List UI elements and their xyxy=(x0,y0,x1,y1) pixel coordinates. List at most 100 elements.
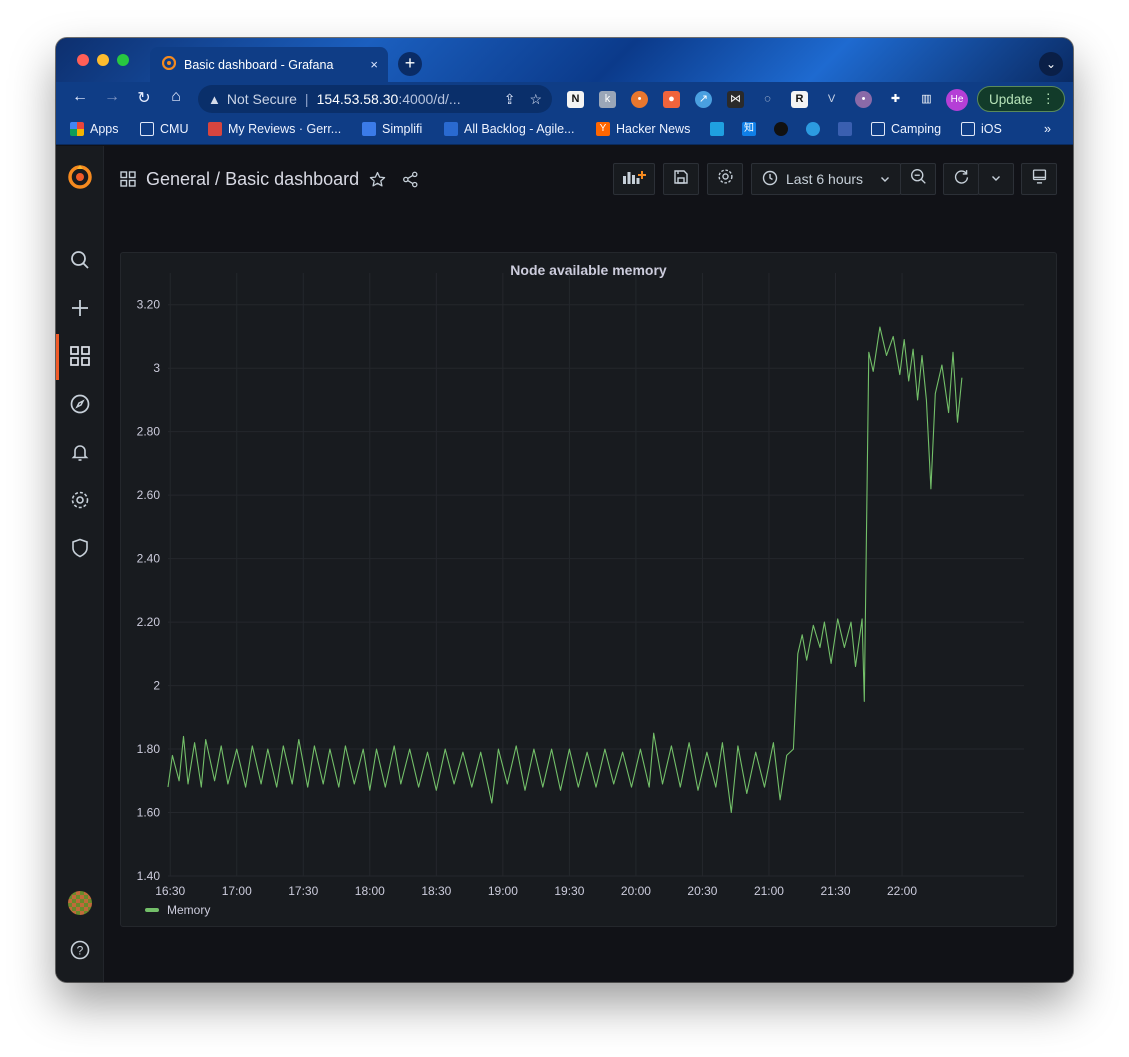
home-icon[interactable]: ⌂ xyxy=(171,88,181,105)
minimize-window-button[interactable] xyxy=(97,54,109,66)
bookmark-backlog[interactable]: All Backlog - Agile... xyxy=(444,122,574,136)
timeseries-chart[interactable]: 1.40 1.60 1.80 2 2.20 2.40 2.60 2.80 3 3.20 16:30 1… xyxy=(121,253,1058,928)
save-icon xyxy=(673,169,689,190)
extension-icon[interactable]: ⋈ xyxy=(727,91,744,108)
extension-icon[interactable]: ↗ xyxy=(695,91,712,108)
refresh-interval-dropdown[interactable] xyxy=(978,163,1014,195)
x-tick-label: 19:30 xyxy=(554,884,584,898)
server-admin-shield-icon[interactable] xyxy=(68,536,92,560)
x-tick-label: 20:30 xyxy=(687,884,717,898)
y-tick-label: 2.60 xyxy=(137,488,161,502)
sync-extension-icon[interactable]: ◌ xyxy=(764,93,771,105)
back-arrow-icon[interactable]: ← xyxy=(72,88,88,105)
tab-title: Basic dashboard - Grafana xyxy=(184,57,334,72)
legend-swatch xyxy=(145,908,159,912)
reload-icon[interactable]: ↻ xyxy=(137,90,151,107)
bookmark-gerrit[interactable]: My Reviews · Gerr... xyxy=(208,122,341,136)
more-menu-icon[interactable]: ⋮ xyxy=(1041,91,1056,106)
breadcrumb-separator: / xyxy=(210,168,226,189)
browser-toolbar: ← → ↻ ⌂ ▲ Not Secure | 154.53.58.30 :400… xyxy=(56,82,1073,116)
bookmark-label: All Backlog - Agile... xyxy=(464,122,575,136)
zoom-out-icon xyxy=(910,168,927,190)
dashboard-title[interactable]: Basic dashboard xyxy=(225,168,360,189)
simplifi-icon xyxy=(362,122,376,136)
warning-icon: ▲ xyxy=(208,91,221,107)
folder-icon xyxy=(140,122,154,136)
bookmark-github[interactable] xyxy=(774,122,794,136)
fox-extension-icon[interactable]: • xyxy=(631,91,648,108)
x-tick-label: 21:00 xyxy=(754,884,784,898)
bookmark-cmu[interactable]: CMU xyxy=(140,122,188,136)
bookmark-camping[interactable]: Camping xyxy=(871,122,941,136)
help-icon[interactable]: ? xyxy=(68,938,92,962)
address-host: 154.53.58.30 xyxy=(316,91,399,107)
dashboard-settings-button[interactable] xyxy=(707,163,743,195)
share-icon[interactable] xyxy=(402,171,419,188)
bookmark-zhihu[interactable]: 知 xyxy=(742,122,762,136)
add-panel-button[interactable] xyxy=(613,163,655,195)
tv-mode-button[interactable] xyxy=(1021,163,1057,195)
update-button[interactable]: Update ⋮ xyxy=(977,86,1065,112)
extension-icon[interactable]: • xyxy=(855,91,872,108)
configuration-gear-icon[interactable] xyxy=(68,488,92,512)
bookmark-weibo[interactable] xyxy=(806,122,826,136)
create-plus-icon[interactable] xyxy=(68,296,92,320)
bookmark-star-icon[interactable]: ☆ xyxy=(529,90,542,107)
breadcrumb-folder[interactable]: General xyxy=(146,168,211,189)
legend-label[interactable]: Memory xyxy=(167,903,211,917)
alerting-bell-icon[interactable] xyxy=(68,440,92,464)
x-tick-label: 17:30 xyxy=(288,884,318,898)
dashboards-icon[interactable] xyxy=(68,344,92,368)
forward-arrow-icon[interactable]: → xyxy=(104,88,120,105)
time-range-picker[interactable]: Last 6 hours xyxy=(751,163,901,195)
bookmarks-overflow-button[interactable]: » xyxy=(1044,122,1051,136)
address-bar[interactable]: ▲ Not Secure | 154.53.58.30 :4000/d/... … xyxy=(198,85,552,113)
bookmark-label: iOS xyxy=(981,122,1002,136)
bookmark-label: Apps xyxy=(90,122,119,136)
folder-icon xyxy=(871,122,885,136)
y-tick-label: 2.80 xyxy=(137,425,161,439)
browser-tab[interactable]: Basic dashboard - Grafana × xyxy=(150,47,388,82)
x-tick-label: 17:00 xyxy=(222,884,252,898)
profile-avatar[interactable]: He xyxy=(946,89,968,111)
extension-icon[interactable]: k xyxy=(599,91,616,108)
share-icon[interactable]: ⇪ xyxy=(503,90,516,107)
panel-title[interactable]: Node available memory xyxy=(510,262,667,278)
star-icon[interactable] xyxy=(369,171,386,188)
new-tab-button[interactable]: + xyxy=(398,52,422,76)
puzzle-extensions-icon[interactable]: ✚ xyxy=(890,93,901,105)
graph-panel[interactable]: Node available memory 1.40 1.60 1.80 2 2.20 2… xyxy=(120,252,1057,927)
bookmark-simplifi[interactable]: Simplifi xyxy=(362,122,422,136)
search-icon[interactable] xyxy=(68,248,92,272)
update-label: Update xyxy=(989,91,1033,107)
save-dashboard-button[interactable] xyxy=(663,163,699,195)
bookmark-hacker-news[interactable]: Y Hacker News xyxy=(596,122,690,136)
extension-icon[interactable]: ● xyxy=(663,91,680,108)
zoom-window-button[interactable] xyxy=(117,54,129,66)
bookmark-ios[interactable]: iOS xyxy=(961,122,1002,136)
bookmark-apps[interactable]: Apps xyxy=(70,122,119,136)
close-window-button[interactable] xyxy=(77,54,89,66)
side-panel-icon[interactable]: ▥ xyxy=(921,93,932,105)
zoom-out-button[interactable] xyxy=(900,163,936,195)
explore-compass-icon[interactable] xyxy=(68,392,92,416)
dashboards-grid-icon xyxy=(120,171,136,187)
bookmark-label: CMU xyxy=(160,122,189,136)
gerrit-icon xyxy=(208,122,222,136)
tab-close-icon[interactable]: × xyxy=(370,57,378,72)
bookmark-site[interactable] xyxy=(838,122,858,136)
y-tick-label: 2.20 xyxy=(137,615,161,629)
bookmark-bilibili[interactable] xyxy=(710,122,730,136)
r-extension-icon[interactable]: R xyxy=(791,91,808,108)
refresh-button[interactable] xyxy=(943,163,979,195)
vue-extension-icon[interactable]: V xyxy=(827,93,836,105)
address-separator: | xyxy=(304,91,309,107)
bookmark-label: My Reviews · Gerr... xyxy=(228,122,342,136)
tab-search-button[interactable]: ⌄ xyxy=(1039,52,1063,76)
notion-extension-icon[interactable]: N xyxy=(567,91,584,108)
x-tick-label: 21:30 xyxy=(820,884,850,898)
x-tick-label: 16:30 xyxy=(155,884,185,898)
series-line-memory[interactable] xyxy=(167,326,963,814)
user-avatar[interactable] xyxy=(68,891,92,915)
grafana-home-logo-icon[interactable] xyxy=(66,162,94,190)
